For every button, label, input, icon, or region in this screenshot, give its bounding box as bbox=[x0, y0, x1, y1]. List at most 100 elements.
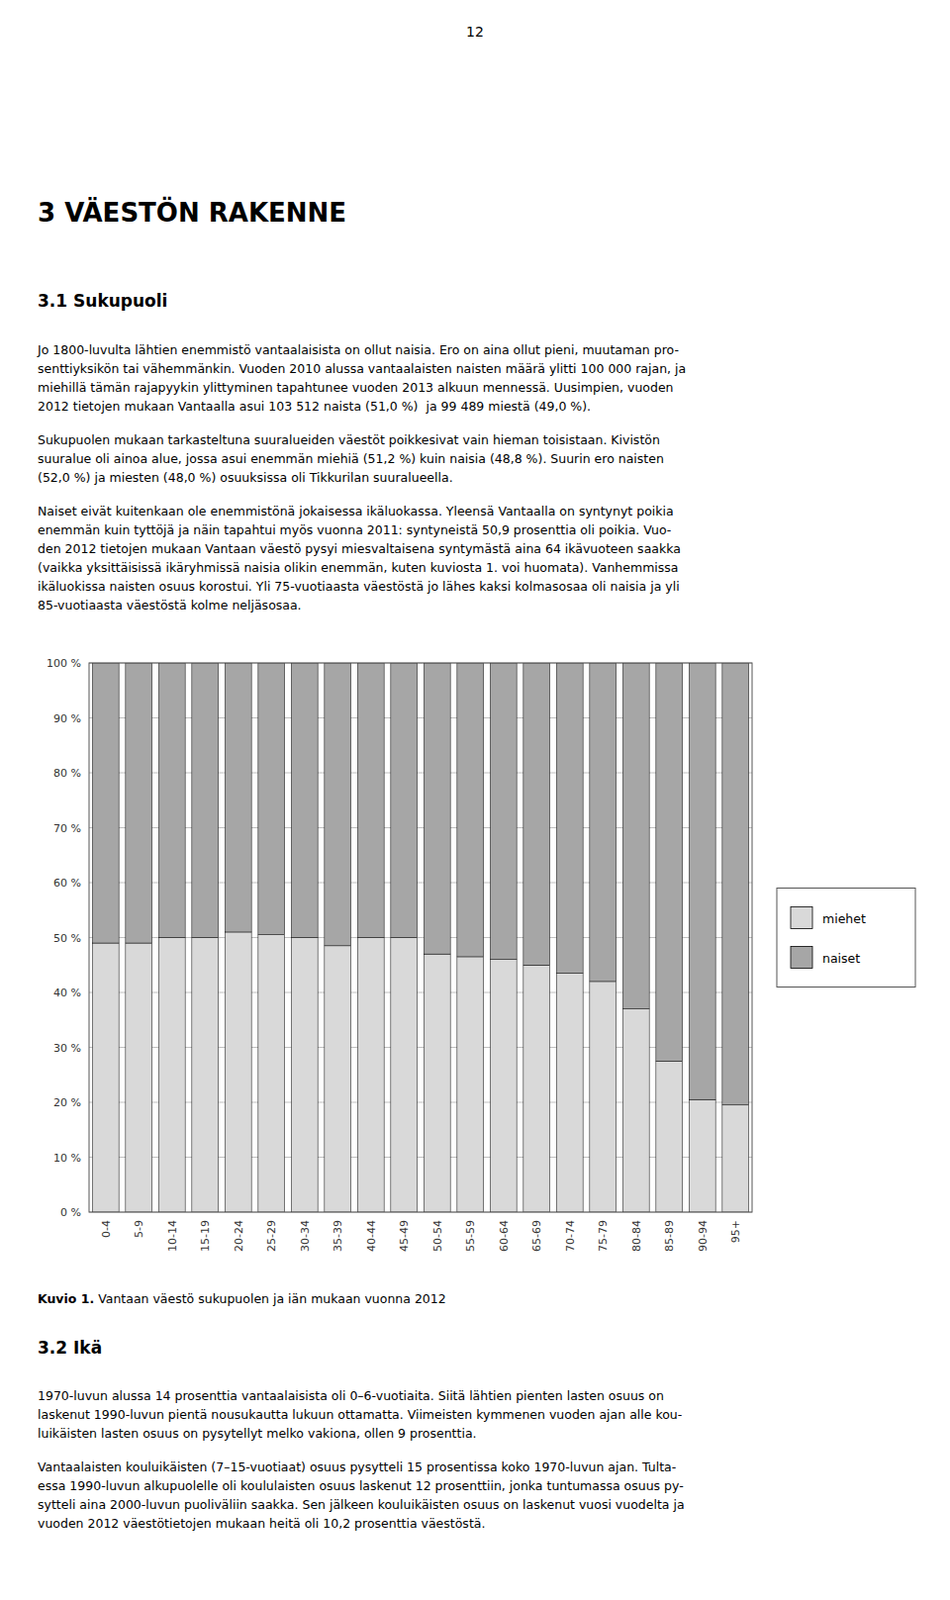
paragraph-line: sytteli aina 2000-luvun puoliväliin saak… bbox=[37, 1497, 685, 1513]
paragraph-line: Vantaalaisten kouluikäisten (7–15-vuotia… bbox=[37, 1459, 676, 1475]
paragraph-line: vuoden 2012 väestötietojen mukaan heitä … bbox=[37, 1516, 485, 1531]
paragraph-line: 1970-luvun alussa 14 prosenttia vantaala… bbox=[37, 1388, 665, 1404]
paragraph-line: enemmän kuin tyttöjä ja näin tapahtui my… bbox=[37, 522, 671, 538]
bar bbox=[92, 943, 119, 1213]
grid-line bbox=[89, 1046, 753, 1048]
plot-background bbox=[89, 663, 753, 1213]
paragraph-line: laskenut 1990-luvun pientä nousukautta l… bbox=[37, 1407, 682, 1423]
bar bbox=[125, 663, 153, 944]
bar bbox=[523, 964, 551, 1213]
legend-swatch bbox=[790, 907, 813, 930]
y-tick-label: 100 % bbox=[46, 657, 82, 670]
paragraph-line: Naiset eivät kuitenkaan ole enemmistönä … bbox=[37, 503, 674, 519]
bar bbox=[489, 663, 517, 960]
caption-bold: Kuvio 1. bbox=[37, 1291, 95, 1307]
bar bbox=[158, 663, 186, 939]
bar bbox=[290, 938, 318, 1214]
bar bbox=[357, 938, 384, 1214]
x-tick-label: 85-89 bbox=[663, 1220, 676, 1252]
paragraph-line: essa 1990-luvun alkupuolelle oli koulula… bbox=[37, 1478, 684, 1494]
y-tick-label: 60 % bbox=[53, 876, 82, 890]
bar bbox=[556, 973, 583, 1213]
bar bbox=[622, 1009, 650, 1213]
bar bbox=[722, 663, 750, 1106]
bar bbox=[457, 663, 484, 957]
bar bbox=[622, 663, 650, 1010]
y-tick-label: 80 % bbox=[53, 766, 82, 780]
x-tick-label: 35-39 bbox=[331, 1220, 345, 1252]
bar bbox=[556, 663, 583, 974]
page-number: 12 bbox=[0, 23, 950, 41]
x-tick-label: 40-44 bbox=[365, 1220, 379, 1252]
bar bbox=[523, 663, 551, 965]
bar bbox=[688, 1099, 716, 1213]
paragraph-line: 85-vuotiaasta väestöstä kolme neljäsosaa… bbox=[37, 597, 302, 613]
paragraph-line: (vaikka yksittäisissä ikäryhmissä naisia… bbox=[37, 560, 678, 575]
bar bbox=[656, 1060, 683, 1213]
heading: 3 VÄESTÖN RAKENNE bbox=[37, 197, 347, 229]
caption-text: Vantaan väestö sukupuolen ja iän mukaan … bbox=[94, 1291, 447, 1307]
x-tick-label: 15-19 bbox=[198, 1220, 212, 1252]
bar bbox=[423, 953, 451, 1213]
legend-swatch bbox=[790, 947, 813, 969]
x-tick-label: 25-29 bbox=[265, 1220, 279, 1252]
bar bbox=[656, 663, 683, 1061]
legend-frame bbox=[776, 888, 916, 988]
x-tick-label: 65-69 bbox=[530, 1220, 544, 1252]
bar bbox=[722, 1105, 750, 1213]
bar bbox=[92, 663, 119, 944]
bar bbox=[390, 663, 418, 939]
bar bbox=[423, 663, 451, 954]
bar bbox=[489, 959, 517, 1213]
x-tick-label: 75-79 bbox=[596, 1220, 610, 1252]
paragraph-line: Jo 1800-luvulta lähtien enemmistö vantaa… bbox=[37, 342, 679, 358]
y-tick-label: 30 % bbox=[53, 1042, 82, 1055]
x-tick-label: 95+ bbox=[729, 1220, 743, 1243]
paragraph-line: (52,0 %) ja miesten (48,0 %) osuuksissa … bbox=[37, 470, 454, 485]
paragraph-line: senttiyksikön tai vähemmänkin. Vuoden 20… bbox=[37, 361, 686, 377]
x-tick-label: 30-34 bbox=[298, 1220, 312, 1252]
y-tick-label: 20 % bbox=[53, 1096, 82, 1110]
paragraph-line: suuralue oli ainoa alue, jossa asui enem… bbox=[37, 451, 665, 467]
bar bbox=[324, 663, 352, 947]
grid-line bbox=[89, 717, 753, 719]
paragraph-line: den 2012 tietojen mukaan Vantaan väestö … bbox=[37, 541, 681, 557]
x-tick-label: 70-74 bbox=[564, 1220, 577, 1252]
y-tick-label: 10 % bbox=[53, 1151, 82, 1165]
x-tick-label: 10-14 bbox=[166, 1220, 180, 1252]
bar bbox=[191, 663, 219, 939]
grid-line bbox=[89, 992, 753, 994]
grid-line bbox=[89, 1102, 753, 1104]
plot-frame bbox=[89, 663, 753, 1213]
paragraph-line: 2012 tietojen mukaan Vantaalla asui 103 … bbox=[37, 398, 591, 414]
x-tick-label: 80-84 bbox=[630, 1220, 644, 1252]
x-tick-label: 60-64 bbox=[497, 1220, 511, 1252]
chart: 0 %10 %20 %30 %40 %50 %60 %70 %80 %90 %1… bbox=[0, 643, 950, 1282]
paragraph-line: luikäisten lasten osuus on pysytellyt me… bbox=[37, 1425, 477, 1441]
bar bbox=[688, 663, 716, 1100]
heading: 3.2 Ikä bbox=[37, 1337, 102, 1358]
paragraph-line: miehillä tämän rajapyykin ylittyminen ta… bbox=[37, 380, 674, 395]
bar bbox=[158, 938, 186, 1214]
bars bbox=[92, 663, 749, 1213]
grid-line bbox=[89, 772, 753, 774]
x-tick-label: 55-59 bbox=[464, 1220, 477, 1252]
y-tick-label: 50 % bbox=[53, 932, 82, 946]
x-tick-label: 20-24 bbox=[232, 1220, 246, 1252]
paragraph-line: ikäluokissa naisten osuus korostui. Yli … bbox=[37, 578, 680, 594]
bar bbox=[390, 938, 418, 1214]
paragraph-line: Sukupuolen mukaan tarkasteltuna suuralue… bbox=[37, 432, 661, 448]
x-tick-label: 5-9 bbox=[132, 1220, 146, 1238]
bar bbox=[324, 946, 352, 1213]
x-tick-label: 50-54 bbox=[431, 1220, 445, 1252]
bar bbox=[258, 663, 285, 936]
bar bbox=[224, 932, 252, 1213]
bar bbox=[457, 956, 484, 1213]
y-tick-label: 70 % bbox=[53, 822, 82, 836]
heading: 3.1 Sukupuoli bbox=[37, 290, 168, 311]
bar bbox=[125, 943, 153, 1213]
bar bbox=[224, 663, 252, 933]
y-tick-label: 90 % bbox=[53, 712, 82, 726]
grid-line bbox=[89, 882, 753, 884]
bar bbox=[290, 663, 318, 939]
